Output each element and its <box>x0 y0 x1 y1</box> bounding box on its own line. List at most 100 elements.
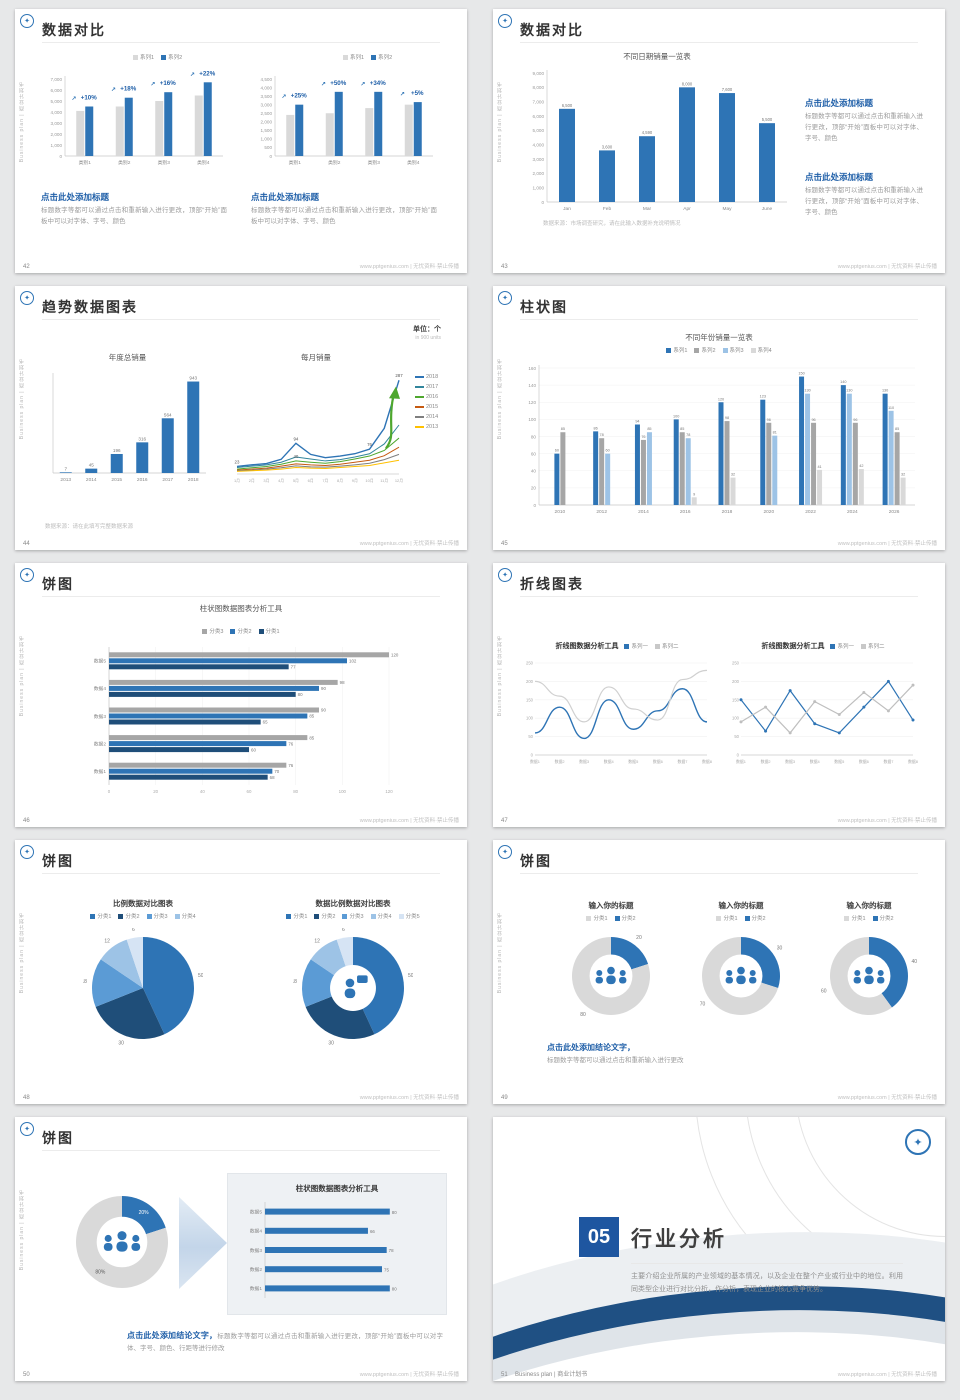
svg-text:110: 110 <box>888 406 894 410</box>
slide-number: 51 <box>501 1372 508 1378</box>
svg-text:数据5: 数据5 <box>94 658 107 665</box>
svg-text:250: 250 <box>526 661 534 666</box>
svg-text:76: 76 <box>288 763 293 768</box>
svg-text:+34%: +34% <box>370 80 386 87</box>
slide-42[interactable]: ✦ Business plan | 商业计划书 数据对比 系列1 系列2 系列1 系… <box>15 9 467 273</box>
svg-text:2020: 2020 <box>763 509 774 515</box>
slide-title: 饼图 <box>42 1130 74 1146</box>
svg-text:2,000: 2,000 <box>533 171 545 176</box>
logo-icon: ✦ <box>498 568 512 582</box>
watermark-footer: www.pptgenius.com | 无忧资料·禁止传播 <box>837 818 937 824</box>
legend-item: 2014 <box>415 414 438 420</box>
logo-icon: ✦ <box>905 1129 931 1155</box>
slide-44[interactable]: ✦ Business plan | 商业计划书 趋势数据图表 单位：个 in 9… <box>15 286 467 550</box>
legend: 系列1 系列2 <box>133 53 182 61</box>
svg-text:1,000: 1,000 <box>533 185 545 190</box>
svg-text:11月: 11月 <box>380 478 388 483</box>
svg-text:65: 65 <box>263 720 268 725</box>
svg-text:78: 78 <box>686 433 690 437</box>
legend-item: 系列3 <box>722 346 744 354</box>
svg-text:2013: 2013 <box>60 477 71 483</box>
svg-text:5,500: 5,500 <box>762 117 773 122</box>
svg-text:4,000: 4,000 <box>261 85 273 90</box>
svg-text:85: 85 <box>680 427 684 431</box>
slide-title: 数据对比 <box>520 22 584 38</box>
slide-45[interactable]: ✦ Business plan | 商业计划书 柱状图 不同年份销量一览表 系列… <box>493 286 945 550</box>
svg-text:数据3: 数据3 <box>579 759 589 764</box>
legend-item: 分类2 <box>744 914 766 922</box>
svg-text:类别2: 类别2 <box>328 159 341 166</box>
conclusion-body: 标题数字等都可以通过点击和重新输入进行更改 <box>547 1057 684 1064</box>
logo-icon: ✦ <box>498 845 512 859</box>
legend-item: 2017 <box>415 384 438 390</box>
chart-title: 比例数据对比图表 <box>113 899 173 908</box>
slide-49[interactable]: ✦ Business plan | 商业计划书 饼图 输入你的标题 分类1 分类2… <box>493 840 945 1104</box>
title-rule <box>42 1150 440 1151</box>
line-chart-panel: 折线图数据分析工具 系列一 系列二 250 200 150 100 50 0 数据1 数据2 数据… <box>519 641 715 765</box>
svg-text:2,000: 2,000 <box>261 120 273 125</box>
side-text: Business plan | 商业计划书 <box>19 912 25 994</box>
legend-item: 系列2 <box>371 53 392 61</box>
svg-text:4,500: 4,500 <box>261 77 273 82</box>
legend-item: 分类2 <box>614 914 636 922</box>
panel-title: 柱状图数据图表分析工具 <box>295 1184 379 1193</box>
svg-text:数据3: 数据3 <box>94 713 107 720</box>
slide-number: 49 <box>501 1095 508 1101</box>
svg-text:9,000: 9,000 <box>533 71 545 76</box>
svg-text:70: 70 <box>700 1002 706 1008</box>
legend-item: 分类3 <box>146 912 168 920</box>
chapter-number: 05 <box>579 1217 619 1257</box>
svg-text:+16%: +16% <box>160 80 176 87</box>
svg-text:May: May <box>722 206 732 212</box>
legend-item: 2016 <box>415 394 438 400</box>
svg-text:数据1: 数据1 <box>250 1285 263 1292</box>
svg-text:90: 90 <box>321 686 326 691</box>
legend-item: 分类1 <box>844 914 866 922</box>
title-rule <box>520 873 918 874</box>
svg-text:1月: 1月 <box>234 478 240 483</box>
svg-text:Jan: Jan <box>563 206 571 212</box>
svg-text:0: 0 <box>533 503 536 508</box>
svg-text:2016: 2016 <box>137 477 148 483</box>
slide-title: 饼图 <box>42 576 74 592</box>
slide-46[interactable]: ✦ Business plan | 商业计划书 饼图 柱状图数据图表分析工具 分… <box>15 563 467 827</box>
svg-text:数据2: 数据2 <box>555 759 565 764</box>
slide-47[interactable]: ✦ Business plan | 商业计划书 折线图表 折线图数据分析工具 系… <box>493 563 945 827</box>
svg-text:80%: 80% <box>95 1269 106 1275</box>
svg-text:123: 123 <box>760 395 766 399</box>
block-heading: 点击此处添加标题 <box>805 172 874 182</box>
legend-item: 系列二 <box>655 642 679 650</box>
svg-text:数据5: 数据5 <box>628 759 638 764</box>
slide-48[interactable]: ✦ Business plan | 商业计划书 饼图 比例数据对比图表 分类1 分… <box>15 840 467 1104</box>
grouped-bar-chart: 7,000 6,000 5,000 4,000 3,000 2,000 1,000 0 类别1 +… <box>41 63 227 167</box>
svg-text:77: 77 <box>291 665 296 670</box>
svg-text:140: 140 <box>840 380 846 384</box>
svg-text:50: 50 <box>734 734 739 739</box>
svg-text:150: 150 <box>798 372 804 376</box>
horizontal-bar-chart: 0 20 40 60 80 100 120 120 102 77 数据5 98 90 80 数据4 90 85 6… <box>83 643 403 795</box>
side-text: Business plan | 商业计划书 <box>497 635 503 717</box>
svg-text:类别3: 类别3 <box>368 159 381 166</box>
svg-text:2014: 2014 <box>86 477 97 483</box>
conclusion-block: 点击此处添加结论文字， 标题数字等都可以通过点击和重新输入进行更改 <box>547 1042 897 1066</box>
svg-text:2022: 2022 <box>805 509 816 515</box>
donut-chart: 40 60 <box>821 928 917 1024</box>
slide-50[interactable]: ✦ Business plan | 商业计划书 饼图 20% 80% 柱状图数据图… <box>15 1117 467 1381</box>
svg-text:0: 0 <box>108 789 111 794</box>
chart-title: 输入你的标题 <box>846 901 892 910</box>
block-heading: 点击此处添加标题 <box>251 192 320 202</box>
svg-text:↗: ↗ <box>321 82 326 88</box>
legend-item: 系列2 <box>694 346 716 354</box>
slide-51[interactable]: ✦ 05 行业分析 主要介绍企业所属的产业领域的基本情况，以及企业在整个产业或行… <box>493 1117 945 1381</box>
svg-text:40: 40 <box>911 959 917 965</box>
svg-text:90: 90 <box>321 708 326 713</box>
slide-43[interactable]: ✦ Business plan | 商业计划书 数据对比 不同日期销量一览表 9… <box>493 9 945 273</box>
svg-text:5月: 5月 <box>293 478 299 483</box>
svg-text:↗: ↗ <box>281 95 286 101</box>
svg-text:0: 0 <box>737 753 740 758</box>
svg-text:数据5: 数据5 <box>250 1208 263 1215</box>
legend-item: 分类2 <box>230 627 252 635</box>
svg-text:150: 150 <box>526 697 534 702</box>
svg-text:12: 12 <box>104 939 110 945</box>
slide-title: 柱状图 <box>520 299 568 315</box>
